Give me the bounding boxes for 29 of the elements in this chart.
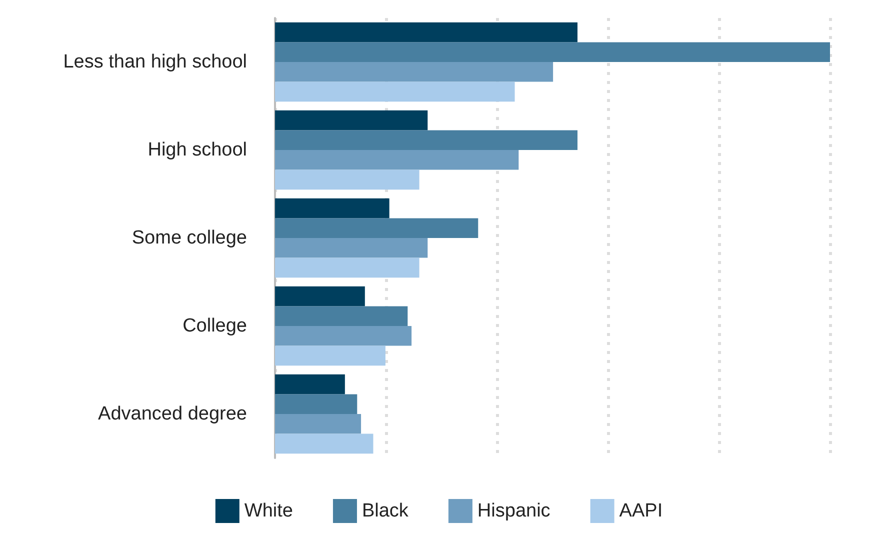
bar xyxy=(275,374,345,394)
bar xyxy=(275,238,428,258)
legend-label: Black xyxy=(362,500,409,522)
bar xyxy=(275,326,412,346)
legend-label: White xyxy=(244,500,293,522)
legend-label: Hispanic xyxy=(477,500,550,522)
y-tick-label: College xyxy=(182,316,247,336)
legend-label: AAPI xyxy=(619,500,663,522)
bar xyxy=(275,306,408,326)
bar xyxy=(275,258,420,278)
bar xyxy=(275,130,578,150)
bar xyxy=(275,198,390,218)
bar xyxy=(275,62,554,82)
bar xyxy=(275,346,386,366)
bar xyxy=(275,82,515,102)
bar xyxy=(275,42,830,62)
bar xyxy=(275,286,365,306)
bar xyxy=(275,22,578,42)
bar xyxy=(275,394,358,414)
bar xyxy=(275,414,362,434)
y-tick-label: Some college xyxy=(132,228,247,248)
bar xyxy=(275,170,420,190)
y-tick-label: Less than high school xyxy=(63,52,247,72)
bar xyxy=(275,434,374,454)
bar xyxy=(275,150,519,170)
bar xyxy=(275,218,478,238)
bar xyxy=(275,110,428,130)
y-tick-label: Advanced degree xyxy=(98,404,247,424)
y-tick-label: High school xyxy=(148,140,247,160)
